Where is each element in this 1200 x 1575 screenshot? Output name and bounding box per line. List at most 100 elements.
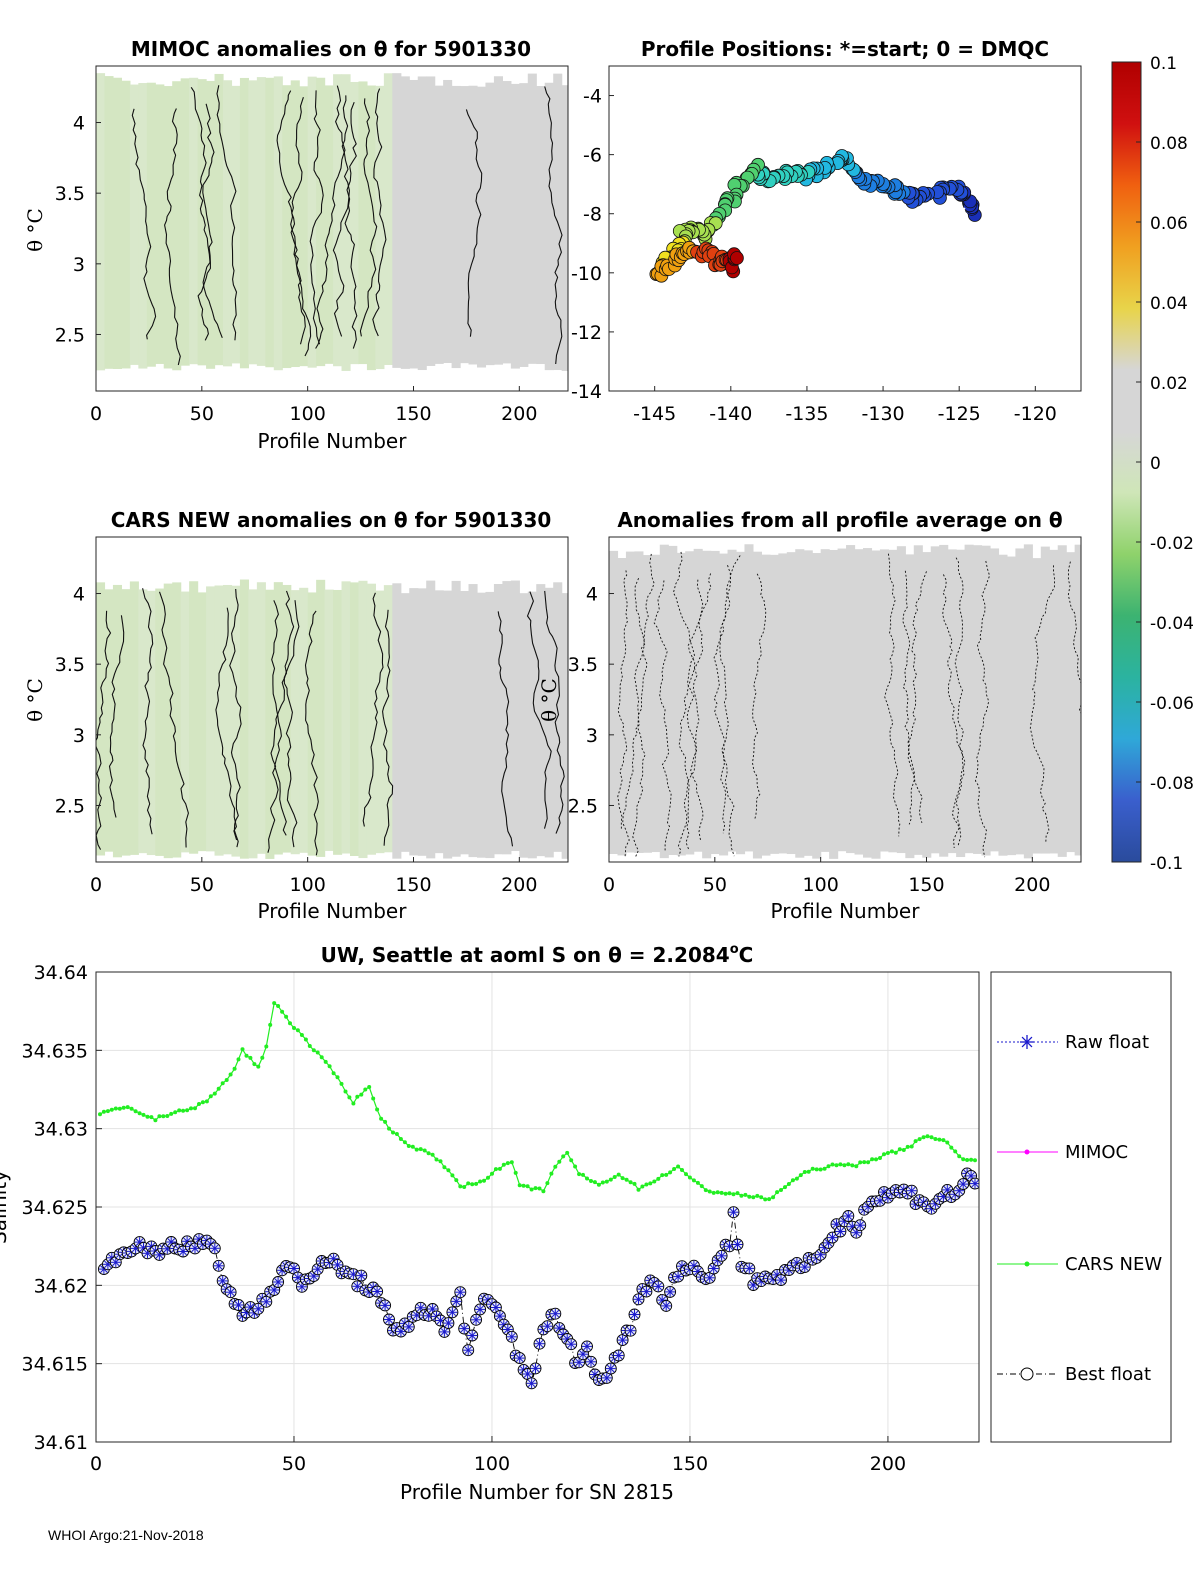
allavg-field-column (964, 544, 974, 854)
raw-float-point (253, 1303, 264, 1314)
mimoc-field-column (451, 85, 461, 369)
cars-new-point (466, 1181, 471, 1186)
mimoc-field-column (239, 77, 249, 369)
cars-new-point (961, 1157, 966, 1162)
cars-new-point (727, 1191, 732, 1196)
cars-new-point (786, 1182, 791, 1186)
cars-new-point (581, 1172, 585, 1177)
salinity-xtick-label: 100 (474, 1453, 510, 1475)
cars-new-point (901, 1148, 906, 1152)
allavg-field-column (778, 553, 788, 854)
cars-field-column (392, 583, 402, 859)
raw-float-point (332, 1259, 343, 1270)
allavg-field-column (786, 552, 796, 855)
raw-float-ray (690, 1261, 698, 1270)
cars-new-point (137, 1111, 142, 1116)
raw-float-point (471, 1314, 482, 1325)
cars-new-point (462, 1185, 467, 1189)
cars-field-column (265, 589, 275, 859)
cars-new-point (573, 1164, 578, 1169)
allavg-field-column (1032, 558, 1042, 854)
raw-float-ray (971, 1179, 979, 1188)
cars-xtick-label: 100 (290, 874, 326, 896)
cars-field-column (510, 580, 520, 852)
cars-new-point (371, 1096, 376, 1101)
cars-new-point (826, 1164, 831, 1169)
mimoc-field-column (282, 85, 292, 369)
mimoc-field-column (527, 73, 537, 364)
positions-ytick-label: -10 (571, 263, 602, 285)
allavg-xlabel: Profile Number (771, 899, 921, 923)
mimoc-field-column (273, 76, 283, 371)
raw-float-point (827, 1232, 838, 1243)
colorbar-tick-label: 0.04 (1150, 294, 1188, 314)
raw-float-point (744, 1263, 755, 1274)
colorbar-tick-label: 0 (1150, 454, 1161, 474)
allavg-xtick-label: 0 (603, 874, 615, 896)
cars-field-column (222, 584, 233, 855)
mimoc-panel: MIMOC anomalies on θ for 5901330 0 50 100 1… (23, 37, 569, 453)
raw-float-point (617, 1335, 628, 1346)
cars-new-point (905, 1144, 910, 1149)
cars-new-point (763, 1197, 768, 1202)
raw-float-point (261, 1296, 272, 1307)
start-marker-ray (952, 207, 966, 221)
salinity-xtick-label: 150 (672, 1453, 708, 1475)
cars-new-point (264, 1044, 269, 1049)
raw-float-ray (147, 1242, 156, 1251)
cars-new-point (426, 1151, 431, 1156)
raw-float-point (566, 1339, 577, 1350)
cars-new-point (284, 1014, 289, 1019)
allavg-field-column (905, 554, 915, 859)
cars-ticks: 0 50 100 150 200 2.5 3 3.5 4 (55, 584, 538, 896)
cars-new-point (585, 1176, 589, 1181)
mimoc-field-column (341, 74, 351, 371)
cars-new-point (307, 1044, 312, 1048)
legend-raw-marker (1021, 1036, 1033, 1048)
allavg-field-column (795, 549, 805, 858)
cars-contour-line (544, 590, 565, 834)
allavg-contours (617, 551, 1081, 859)
cars-new-point (470, 1182, 475, 1187)
raw-float-point (459, 1323, 470, 1334)
cars-new-point (98, 1112, 102, 1117)
cars-field-column (231, 585, 241, 857)
cars-new-point (628, 1180, 633, 1185)
raw-float-ray (468, 1331, 477, 1340)
cars-new-point (181, 1108, 186, 1113)
raw-float-ray (294, 1273, 302, 1282)
mimoc-contour-line (372, 88, 387, 337)
cars-field-column (96, 582, 106, 856)
cars-new-point (450, 1173, 455, 1178)
cars-new-point (818, 1167, 823, 1172)
cars-new-point (351, 1101, 356, 1106)
cars-new-point (949, 1145, 954, 1150)
cars-new-point (359, 1092, 364, 1097)
mimoc-field-column (493, 76, 503, 365)
raw-float-ray (523, 1370, 532, 1378)
cars-new-point (220, 1081, 225, 1086)
colorbar-tick-label: -0.1 (1150, 854, 1183, 874)
cars-new-point (965, 1158, 970, 1162)
cars-new-point (383, 1119, 388, 1124)
raw-float-point (633, 1294, 644, 1305)
legend-item: MIMOC (997, 1142, 1128, 1163)
cars-field-column (460, 590, 470, 855)
cars-new-point (953, 1149, 958, 1154)
raw-float-ray (745, 1264, 754, 1273)
cars-new-point (236, 1057, 241, 1062)
cars-new-point (509, 1160, 514, 1165)
allavg-field-column (693, 548, 703, 852)
cars-new-point (862, 1160, 867, 1165)
salinity-xtick-label: 200 (870, 1453, 906, 1475)
mimoc-field-column (307, 76, 317, 368)
cars-field-column (358, 580, 368, 859)
cars-field-column (426, 580, 436, 859)
allavg-field-column (989, 548, 1000, 852)
cars-field-column (146, 590, 156, 856)
cars-field-column (485, 591, 495, 859)
cars-new-point (644, 1182, 649, 1187)
cars-new-point (850, 1163, 855, 1168)
raw-float-ray (959, 1180, 968, 1188)
cars-new-point (379, 1116, 384, 1121)
